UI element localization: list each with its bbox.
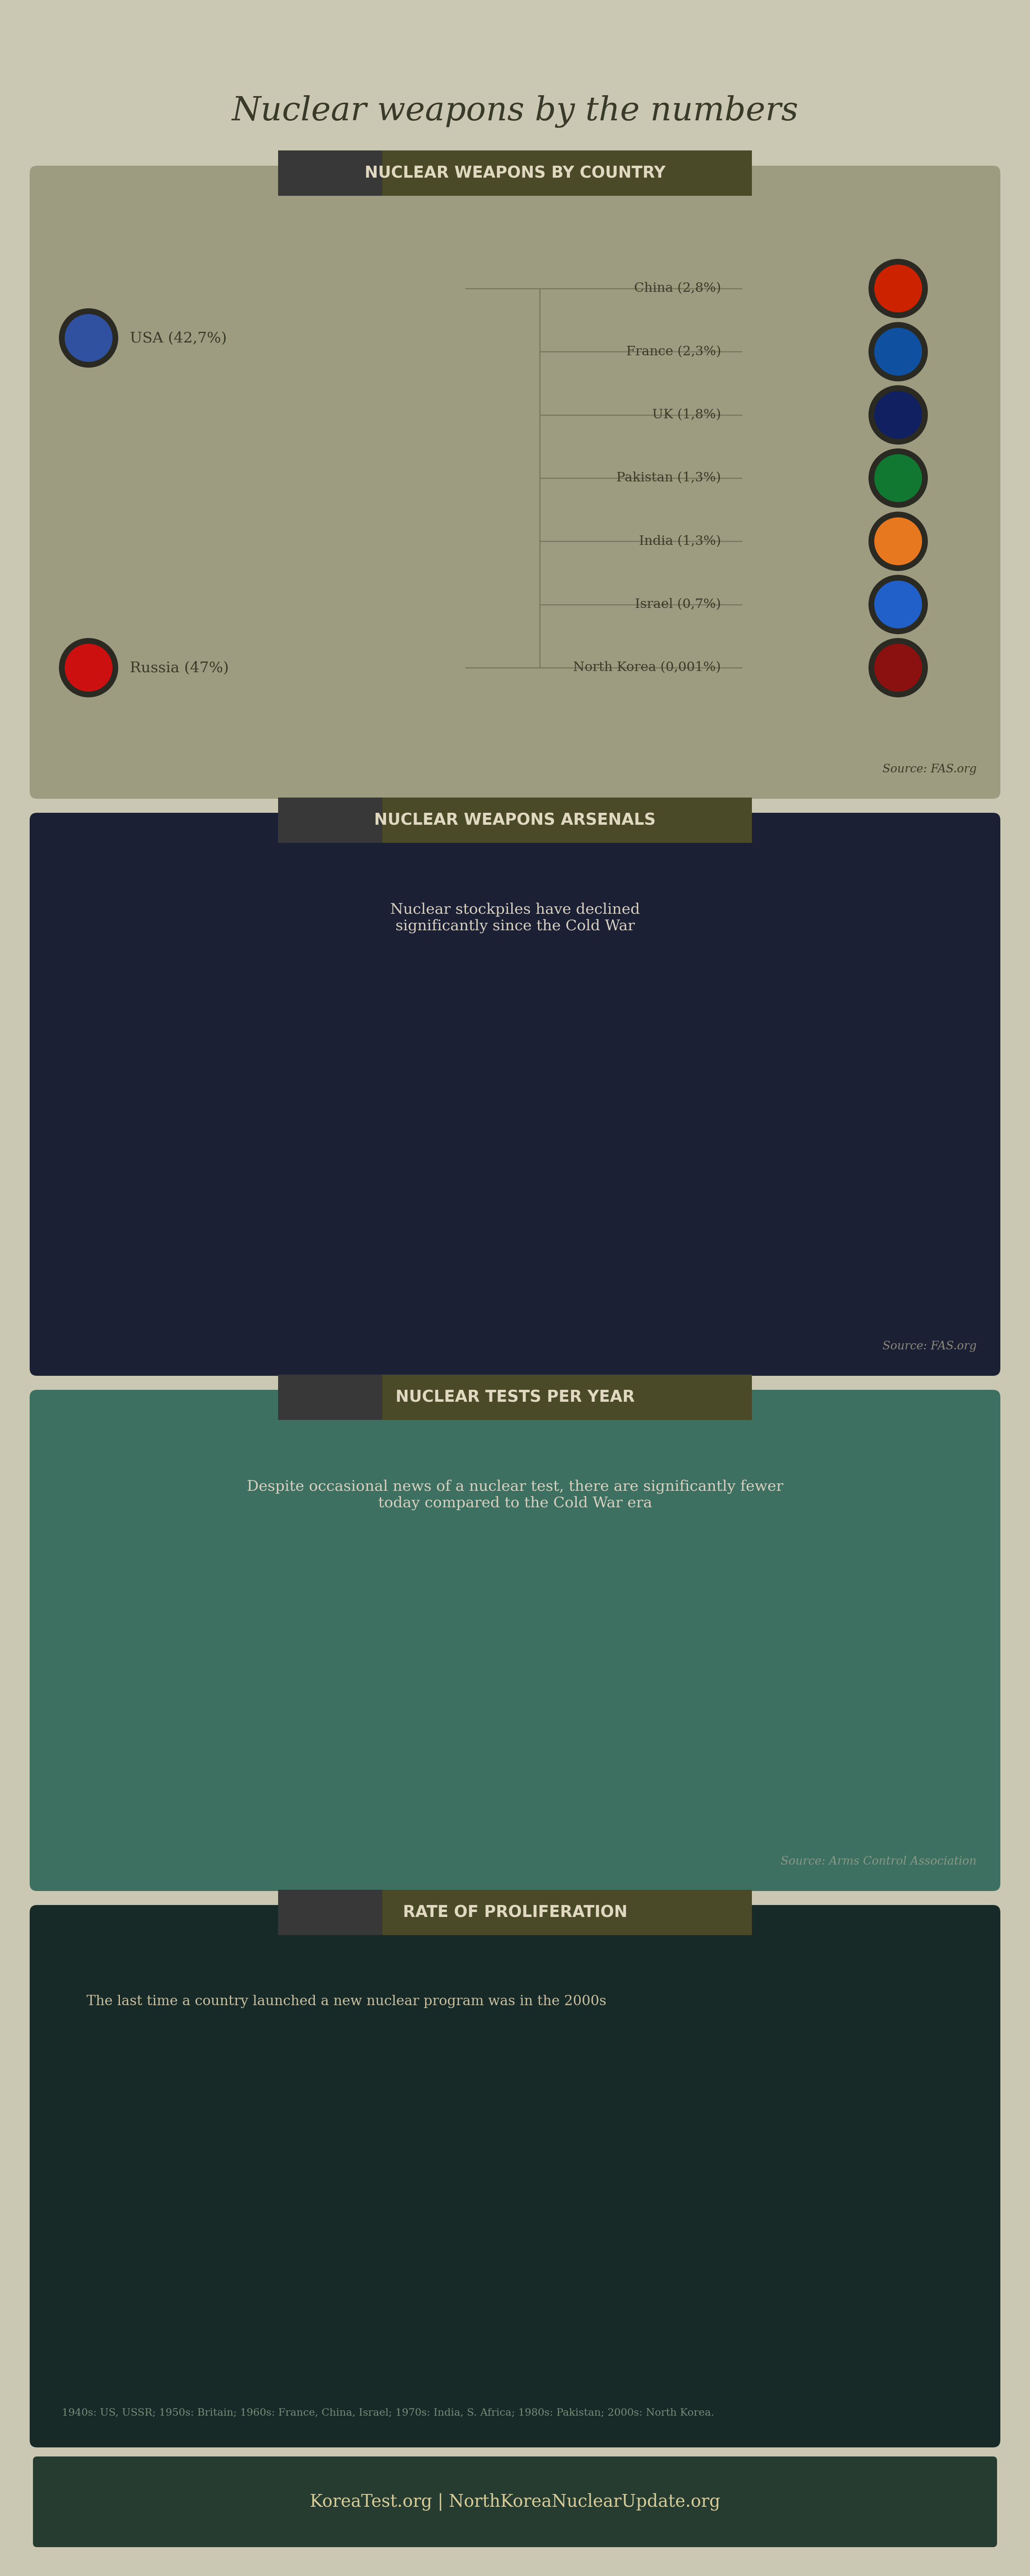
Circle shape <box>868 258 928 319</box>
Text: Source: Arms Control Association: Source: Arms Control Association <box>781 1855 976 1868</box>
Text: UK (1,8%): UK (1,8%) <box>652 410 721 422</box>
Text: One country
adds nuclear
weapons
capabilities: One country adds nuclear weapons capabil… <box>812 2022 879 2066</box>
Polygon shape <box>407 2027 443 2128</box>
Text: Pakistan (1,3%): Pakistan (1,3%) <box>616 471 721 484</box>
Polygon shape <box>228 2264 264 2365</box>
Circle shape <box>874 453 922 502</box>
Text: Russia (47%): Russia (47%) <box>130 659 229 675</box>
Wedge shape <box>230 294 237 451</box>
Polygon shape <box>228 2146 264 2246</box>
Circle shape <box>874 518 922 564</box>
Text: North Korea (0,001%): North Korea (0,001%) <box>574 662 721 675</box>
FancyBboxPatch shape <box>278 1891 382 1935</box>
FancyBboxPatch shape <box>382 1891 752 1935</box>
FancyBboxPatch shape <box>30 1906 1000 2447</box>
Bar <box>304 2246 367 2365</box>
Wedge shape <box>237 294 393 605</box>
Text: NUCLEAR WEAPONS ARSENALS: NUCLEAR WEAPONS ARSENALS <box>374 811 656 827</box>
Circle shape <box>868 386 928 446</box>
Text: Source: FAS.org: Source: FAS.org <box>883 762 976 775</box>
Circle shape <box>868 574 928 634</box>
Polygon shape <box>407 2146 443 2246</box>
Polygon shape <box>317 2264 353 2365</box>
Wedge shape <box>205 296 237 451</box>
Text: India (1,3%): India (1,3%) <box>639 536 721 549</box>
FancyBboxPatch shape <box>30 165 1000 799</box>
FancyBboxPatch shape <box>382 799 752 842</box>
FancyBboxPatch shape <box>278 149 382 196</box>
Text: The last time a country launched a new nuclear program was in the 2000s: The last time a country launched a new n… <box>87 1994 607 2009</box>
Circle shape <box>59 639 118 698</box>
Circle shape <box>874 265 922 312</box>
Wedge shape <box>80 325 266 608</box>
Text: KoreaTest.org | NorthKoreaNuclearUpdate.org: KoreaTest.org | NorthKoreaNuclearUpdate.… <box>310 2494 720 2512</box>
FancyBboxPatch shape <box>33 2458 997 2548</box>
Circle shape <box>868 448 928 507</box>
Text: 1940s: US, USSR; 1950s: Britain; 1960s: France, China, Israel; 1970s: India, S. : 1940s: US, USSR; 1950s: Britain; 1960s: … <box>62 2409 714 2416</box>
Text: Nuclear weapons by the numbers: Nuclear weapons by the numbers <box>232 95 798 129</box>
Text: Source: FAS.org: Source: FAS.org <box>883 1340 976 1352</box>
Text: RATE OF PROLIFERATION: RATE OF PROLIFERATION <box>403 1904 627 1919</box>
Bar <box>574 2246 637 2365</box>
Polygon shape <box>587 2264 623 2365</box>
Wedge shape <box>167 301 237 451</box>
Text: Nuclear stockpiles have declined
significantly since the Cold War: Nuclear stockpiles have declined signifi… <box>390 902 640 933</box>
Text: Despite occasional news of a nuclear test, there are significantly fewer
today c: Despite occasional news of a nuclear tes… <box>247 1479 783 1510</box>
Bar <box>214 2128 277 2365</box>
FancyBboxPatch shape <box>30 1391 1000 1891</box>
Wedge shape <box>143 312 237 451</box>
Polygon shape <box>766 2264 802 2365</box>
FancyBboxPatch shape <box>278 1376 382 1419</box>
Circle shape <box>868 322 928 381</box>
Polygon shape <box>497 2264 533 2365</box>
Circle shape <box>868 513 928 572</box>
Text: China (2,8%): China (2,8%) <box>634 283 721 294</box>
Text: NUCLEAR TESTS PER YEAR: NUCLEAR TESTS PER YEAR <box>396 1388 634 1404</box>
Text: USA (42,7%): USA (42,7%) <box>130 330 227 345</box>
Circle shape <box>868 639 928 698</box>
Polygon shape <box>497 2146 533 2246</box>
Circle shape <box>65 644 112 690</box>
Polygon shape <box>407 2264 443 2365</box>
Circle shape <box>65 314 112 361</box>
Bar <box>483 2128 547 2365</box>
Circle shape <box>874 327 922 376</box>
Wedge shape <box>217 294 237 451</box>
Circle shape <box>874 644 922 690</box>
Circle shape <box>874 392 922 438</box>
Circle shape <box>874 580 922 629</box>
Bar <box>393 2009 456 2365</box>
Text: France (2,3%): France (2,3%) <box>626 345 721 358</box>
FancyBboxPatch shape <box>30 814 1000 1376</box>
Text: Israel (0,7%): Israel (0,7%) <box>634 598 721 611</box>
FancyBboxPatch shape <box>278 799 382 842</box>
Text: NUCLEAR WEAPONS BY COUNTRY: NUCLEAR WEAPONS BY COUNTRY <box>365 165 665 180</box>
FancyBboxPatch shape <box>382 1376 752 1419</box>
Bar <box>753 2246 816 2365</box>
Wedge shape <box>187 299 237 451</box>
Circle shape <box>59 309 118 368</box>
FancyBboxPatch shape <box>382 149 752 196</box>
